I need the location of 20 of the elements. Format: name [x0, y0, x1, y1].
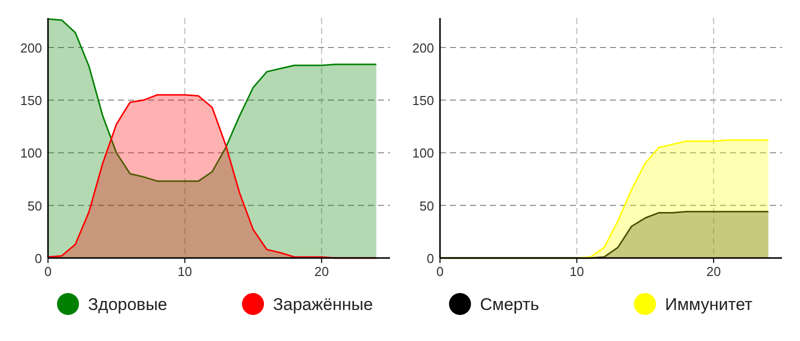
- x-tick-label: 10: [178, 264, 192, 279]
- y-tick-label: 200: [412, 40, 434, 56]
- y-tick-label: 100: [412, 146, 434, 161]
- y-tick-label: 100: [20, 146, 42, 161]
- x-tick-label: 0: [436, 264, 444, 279]
- legend-label: Смерть: [480, 295, 540, 314]
- y-tick-label: 0: [34, 251, 42, 266]
- y-tick-label: 150: [412, 93, 434, 108]
- y-tick-label: 0: [426, 251, 434, 266]
- x-tick-label: 0: [44, 264, 52, 279]
- y-tick-label: 50: [28, 198, 42, 214]
- y-tick-label: 150: [20, 93, 42, 108]
- x-tick-label: 20: [706, 264, 721, 279]
- legend-label: Иммунитет: [665, 295, 753, 314]
- y-tick-label: 200: [20, 40, 42, 56]
- x-tick-label: 10: [570, 264, 584, 279]
- legend-label: Заражённые: [273, 295, 373, 314]
- y-tick-label: 50: [420, 198, 434, 214]
- legend-label: Здоровые: [88, 295, 168, 314]
- x-tick-label: 20: [314, 264, 329, 279]
